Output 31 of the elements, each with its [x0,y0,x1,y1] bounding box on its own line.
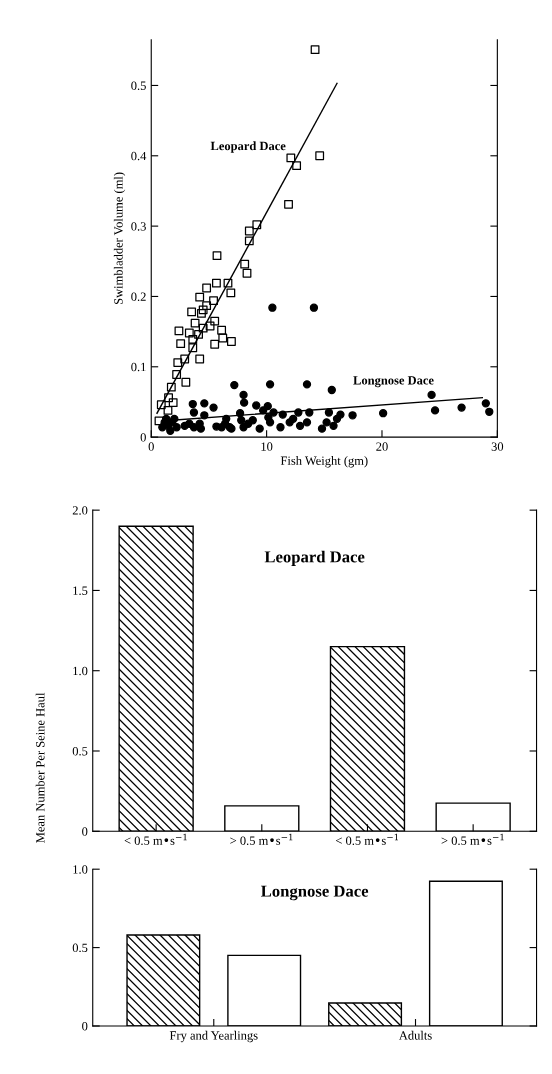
x-tick-label: < 0.5 m•s$^{−1}$ [335,833,398,845]
y-tick-label: 0 [82,1022,88,1031]
text: Leopard Dace [264,550,365,566]
y-tick-label: 0.1 [131,362,146,372]
x-tick-label: Adults [398,1030,432,1040]
x-tick-label: 30 [491,442,504,451]
y-tick-label: 1.0 [73,865,88,874]
y-tick-label: 2.0 [72,506,88,515]
y-tick-label: 0 [82,827,88,836]
y-tick-label: 0 [140,433,146,442]
y-axis-title: Mean Number Per Seine Haul [35,692,45,843]
x-tick-label: > 0.5 m•s$^{−1}$ [441,833,504,845]
x-tick-label: 0 [148,442,154,451]
y-tick-label: 0.5 [131,81,146,90]
y-tick-label: 0.3 [131,222,146,231]
y-tick-label: 0.5 [72,747,88,756]
x-tick-label: 20 [376,442,388,451]
y-tick-label: 0.5 [72,943,88,953]
y-axis-title: Swimbladder Volume (ml) [113,172,126,305]
y-tick-label: 0.4 [131,151,147,161]
x-tick-label: > 0.5 m•s$^{−1}$ [230,833,293,845]
text: Longnose Dace [260,885,369,901]
annotation: Leopard Dace [210,141,286,153]
x-axis-title: Fish Weight (gm) [280,456,368,468]
annotation: Longnose Dace [353,376,434,388]
x-tick-label: Fry and Yearlings [169,1030,258,1043]
y-tick-label: 1.0 [73,666,88,676]
y-tick-label: 1.5 [73,586,88,595]
y-tick-label: 0.2 [131,292,146,301]
x-tick-label: < 0.5 m•s$^{−1}$ [124,833,187,845]
x-tick-label: 10 [261,442,273,451]
